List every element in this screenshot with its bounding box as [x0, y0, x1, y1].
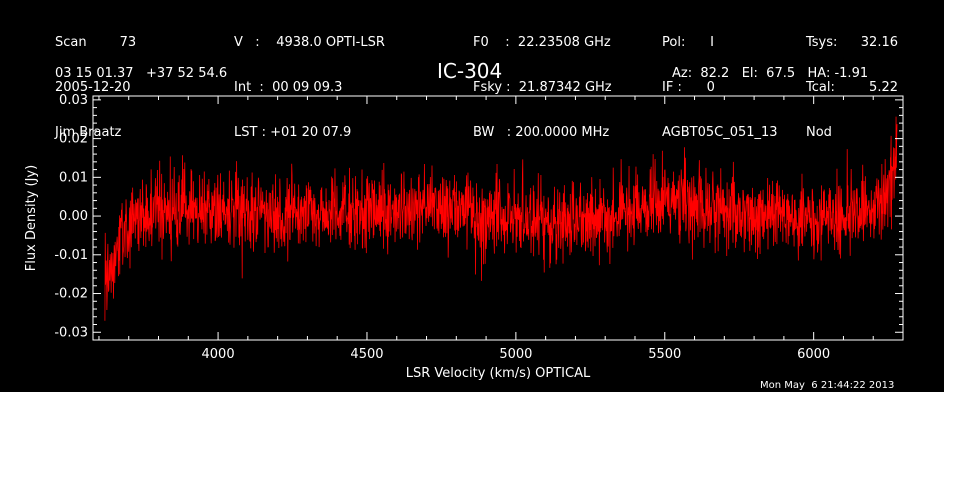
x-tick-label: 5000 — [499, 347, 532, 362]
y-tick-label: -0.03 — [54, 325, 88, 340]
sky-frequency: Fsky : 21.87342 GHz — [473, 80, 612, 95]
project-id: AGBT05C_051_13 — [662, 125, 778, 140]
if-number: IF : 0 — [662, 80, 715, 95]
bandwidth: BW : 200.0000 MHz — [473, 125, 610, 140]
az-el-ha: Az: 82.2 El: 67.5 HA: -1.91 — [672, 66, 869, 81]
scan-label: Scan 73 — [55, 35, 137, 50]
tsys-label: Tsys: — [806, 35, 838, 50]
x-tick-label: 4000 — [202, 347, 235, 362]
integration-time: Int : 00 09 09.3 — [234, 80, 343, 95]
scan-info: Scan 73 2005-12-20 Jim Braatz — [55, 5, 136, 170]
spectrum-panel: Scan 73 2005-12-20 Jim Braatz V : 4938.0… — [0, 0, 944, 392]
plot-frame — [92, 95, 904, 341]
source-name: IC-304 — [437, 59, 503, 83]
lst-value: LST : +01 20 07.9 — [234, 125, 352, 140]
spectrum-trace-0 — [104, 116, 898, 321]
system-info-labels: Tsys: Tcal: Nod — [806, 5, 837, 170]
rest-frequency: F0 : 22.23508 GHz — [473, 35, 611, 50]
y-tick-label: -0.01 — [54, 248, 88, 263]
observer-name: Jim Braatz — [55, 125, 122, 140]
x-tick-label: 6000 — [797, 347, 830, 362]
y-tick-label: 0.03 — [59, 93, 88, 108]
polarization-info: Pol: I IF : 0 AGBT05C_051_13 — [662, 5, 778, 170]
y-tick-label: 0.01 — [59, 170, 88, 185]
y-axis-label: Flux Density (Jy) — [24, 165, 39, 271]
timestamp: Mon May 6 21:44:22 2013 — [760, 380, 895, 391]
polarization: Pol: I — [662, 35, 714, 50]
x-tick-label: 5500 — [648, 347, 681, 362]
y-tick-label: 0.02 — [59, 132, 88, 147]
x-axis-label: LSR Velocity (km/s) OPTICAL — [406, 366, 591, 381]
tcal-value: 5.22 — [869, 80, 898, 95]
x-tick-label: 4500 — [350, 347, 383, 362]
spectrum-chart: 4000 4500 5000 5500 6000 -0.03 -0.02 -0.01 0.00 0… — [24, 93, 904, 381]
tcal-label: Tcal: — [806, 80, 835, 95]
velocity-value: V : 4938.0 OPTI-LSR — [234, 35, 385, 50]
y-tick-label: -0.02 — [54, 287, 88, 302]
frequency-info: F0 : 22.23508 GHz Fsky : 21.87342 GHz BW… — [473, 5, 612, 170]
y-tick-label: 0.00 — [59, 209, 88, 224]
tsys-value: 32.16 — [860, 35, 898, 50]
velocity-info: V : 4938.0 OPTI-LSR Int : 00 09 09.3 LST… — [234, 5, 385, 170]
procedure-label: Nod — [806, 125, 832, 140]
system-info-values: 32.16 5.22 — [848, 5, 898, 155]
obs-date: 2005-12-20 — [55, 80, 131, 95]
source-coordinates: 03 15 01.37 +37 52 54.6 — [55, 66, 228, 81]
